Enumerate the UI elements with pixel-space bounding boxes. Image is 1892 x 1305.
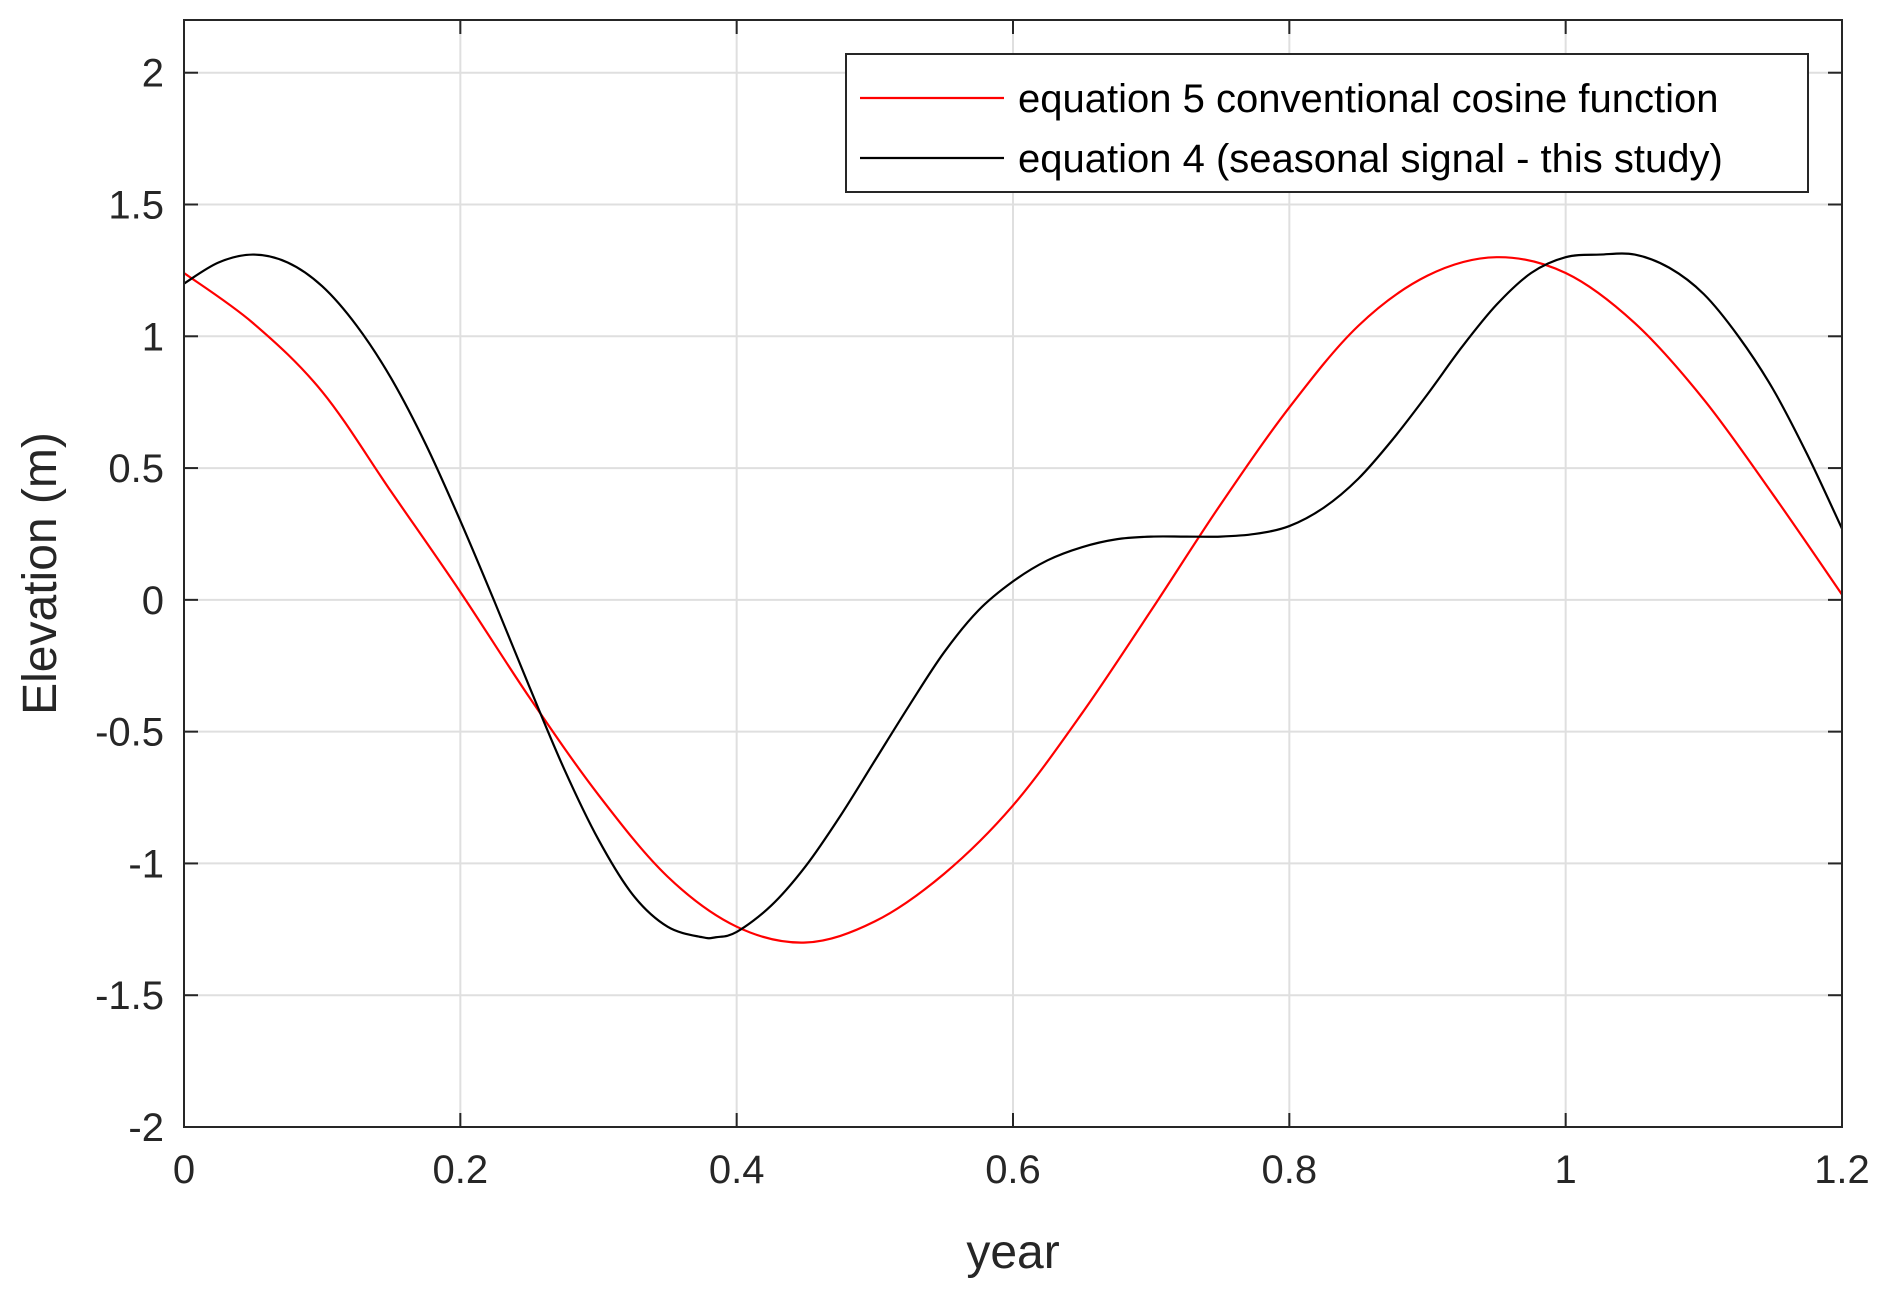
y-axis-label: Elevation (m) [14,432,67,715]
x-tick-label: 0 [173,1148,195,1192]
y-tick-label: -1.5 [95,974,164,1018]
series-group [183,252,1843,944]
y-tick-label: -1 [128,842,164,886]
y-tick-label: 2 [142,52,164,96]
x-tick-label: 0.6 [985,1148,1041,1192]
x-tick-label: 1.2 [1814,1148,1870,1192]
y-tick-label: 1 [142,315,164,359]
y-tick-label: 1.5 [108,184,164,228]
legend-label-2: equation 4 (seasonal signal - this study… [1018,137,1723,181]
y-tick-label: -2 [128,1106,164,1150]
legend: equation 5 conventional cosine function e… [845,53,1809,193]
legend-label-1: equation 5 conventional cosine function [1018,77,1719,121]
series-line-1 [183,256,1843,944]
legend-box [845,53,1809,193]
y-tick-label: 0 [142,579,164,623]
x-tick-label: 0.8 [1262,1148,1318,1192]
y-tick-label: 0.5 [108,447,164,491]
ticks: 0 0.2 0.4 0.6 0.8 1 1.2 -2 -1.5 -1 -0.5 0 0.5 1 1.5 2 [95,20,1870,1192]
x-tick-label: 1 [1555,1148,1577,1192]
x-tick-label: 0.2 [433,1148,489,1192]
x-axis-label: year [966,1226,1059,1279]
series-line-2 [183,252,1843,940]
y-tick-label: -0.5 [95,711,164,755]
x-tick-label: 0.4 [709,1148,765,1192]
